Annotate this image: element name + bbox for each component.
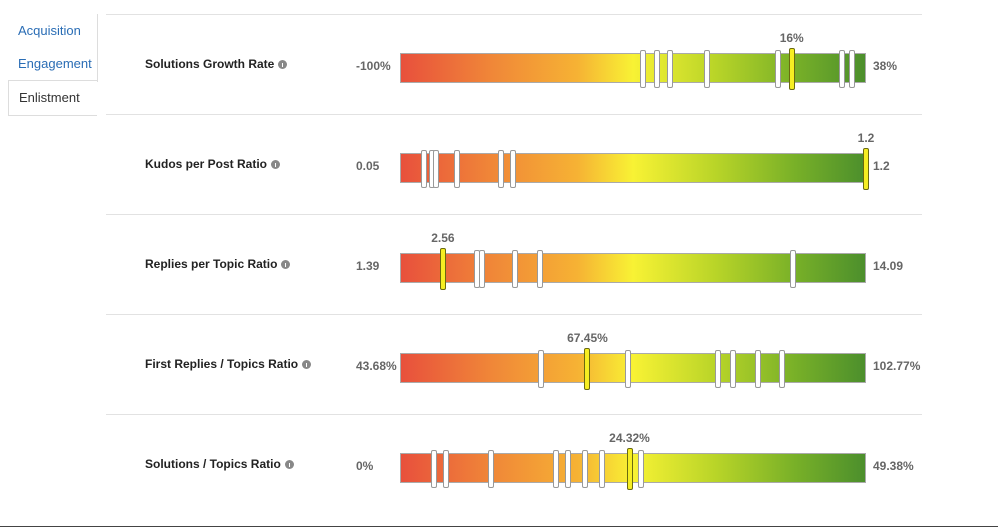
- peer-marker: [511, 250, 518, 288]
- peer-marker: [849, 50, 856, 88]
- peer-marker: [552, 450, 559, 488]
- current-marker: [439, 248, 446, 290]
- metric-name: Replies per Topic Ratio: [145, 257, 278, 271]
- max-label: 1.2: [873, 159, 890, 173]
- current-label: 24.32%: [609, 431, 650, 445]
- info-icon[interactable]: [278, 60, 288, 69]
- gauge-bar: [400, 153, 866, 183]
- peer-marker: [581, 450, 588, 488]
- current-marker: [788, 48, 795, 90]
- info-icon[interactable]: [284, 460, 294, 469]
- gauge-bar: [400, 253, 866, 283]
- gauge-row: Kudos per Post Ratio 0.05 1.2 1.2: [106, 114, 922, 214]
- peer-marker: [789, 250, 796, 288]
- current-label: 2.56: [431, 231, 455, 245]
- max-label: 14.09: [873, 259, 904, 273]
- peer-marker: [839, 50, 846, 88]
- peer-marker: [778, 350, 785, 388]
- current-marker: [863, 148, 869, 190]
- metric-label: Replies per Topic Ratio: [145, 257, 291, 271]
- gauge-bar: [400, 53, 866, 83]
- min-label: 43.68%: [356, 359, 397, 373]
- min-label: 0%: [356, 459, 374, 473]
- current-label: 16%: [779, 31, 804, 45]
- peer-marker: [775, 50, 782, 88]
- tab[interactable]: Enlistment: [8, 80, 97, 116]
- peer-marker: [430, 450, 437, 488]
- peer-marker: [667, 50, 674, 88]
- info-icon[interactable]: [302, 360, 312, 369]
- metric-label: Solutions Growth Rate: [145, 57, 288, 71]
- frame-line: [0, 526, 998, 527]
- info-icon[interactable]: [271, 160, 281, 169]
- peer-marker: [421, 150, 428, 188]
- max-label: 102.77%: [873, 359, 921, 373]
- peer-marker: [637, 450, 644, 488]
- tab[interactable]: Acquisition: [18, 23, 81, 38]
- metric-label: Kudos per Post Ratio: [145, 157, 281, 171]
- max-label: 38%: [873, 59, 898, 73]
- peer-marker: [498, 150, 505, 188]
- info-icon[interactable]: [281, 260, 291, 269]
- gauge-list: Solutions Growth Rate -100% 38% 16% Kudos pe…: [106, 14, 922, 514]
- current-label: 1.2: [857, 131, 875, 145]
- gauge-bar: [400, 453, 866, 483]
- current-label: 67.45%: [567, 331, 608, 345]
- min-label: 1.39: [356, 259, 380, 273]
- gauge-row: First Replies / Topics Ratio 43.68% 102.77…: [106, 314, 922, 414]
- peer-marker: [510, 150, 517, 188]
- gauge-bar: [400, 353, 866, 383]
- peer-marker: [729, 350, 736, 388]
- gauge-row: Solutions Growth Rate -100% 38% 16%: [106, 14, 922, 114]
- metric-name: Solutions / Topics Ratio: [145, 457, 281, 471]
- peer-marker: [453, 150, 460, 188]
- peer-marker: [598, 450, 605, 488]
- metric-name: Kudos per Post Ratio: [145, 157, 268, 171]
- metric-label: Solutions / Topics Ratio: [145, 457, 294, 471]
- current-marker: [626, 448, 633, 490]
- peer-marker: [640, 50, 647, 88]
- peer-marker: [443, 450, 450, 488]
- metric-label: First Replies / Topics Ratio: [145, 357, 312, 371]
- peer-marker: [478, 250, 485, 288]
- peer-marker: [653, 50, 660, 88]
- peer-marker: [538, 350, 545, 388]
- metric-name: Solutions Growth Rate: [145, 57, 275, 71]
- peer-marker: [487, 450, 494, 488]
- peer-marker: [755, 350, 762, 388]
- tab[interactable]: Engagement: [18, 56, 92, 71]
- peer-marker: [537, 250, 544, 288]
- min-label: -100%: [356, 59, 391, 73]
- peer-marker: [564, 450, 571, 488]
- current-marker: [584, 348, 591, 390]
- min-label: 0.05: [356, 159, 380, 173]
- tab-border: [97, 14, 98, 82]
- peer-marker: [625, 350, 632, 388]
- peer-marker: [704, 50, 711, 88]
- max-label: 49.38%: [873, 459, 914, 473]
- metric-name: First Replies / Topics Ratio: [145, 357, 299, 371]
- gauge-row: Solutions / Topics Ratio 0% 49.38% 24.32%: [106, 414, 922, 514]
- gauge-row: Replies per Topic Ratio 1.39 14.09 2.56: [106, 214, 922, 314]
- peer-marker: [433, 150, 440, 188]
- peer-marker: [714, 350, 721, 388]
- tab-list: Acquisition Engagement Enlistment: [0, 14, 97, 116]
